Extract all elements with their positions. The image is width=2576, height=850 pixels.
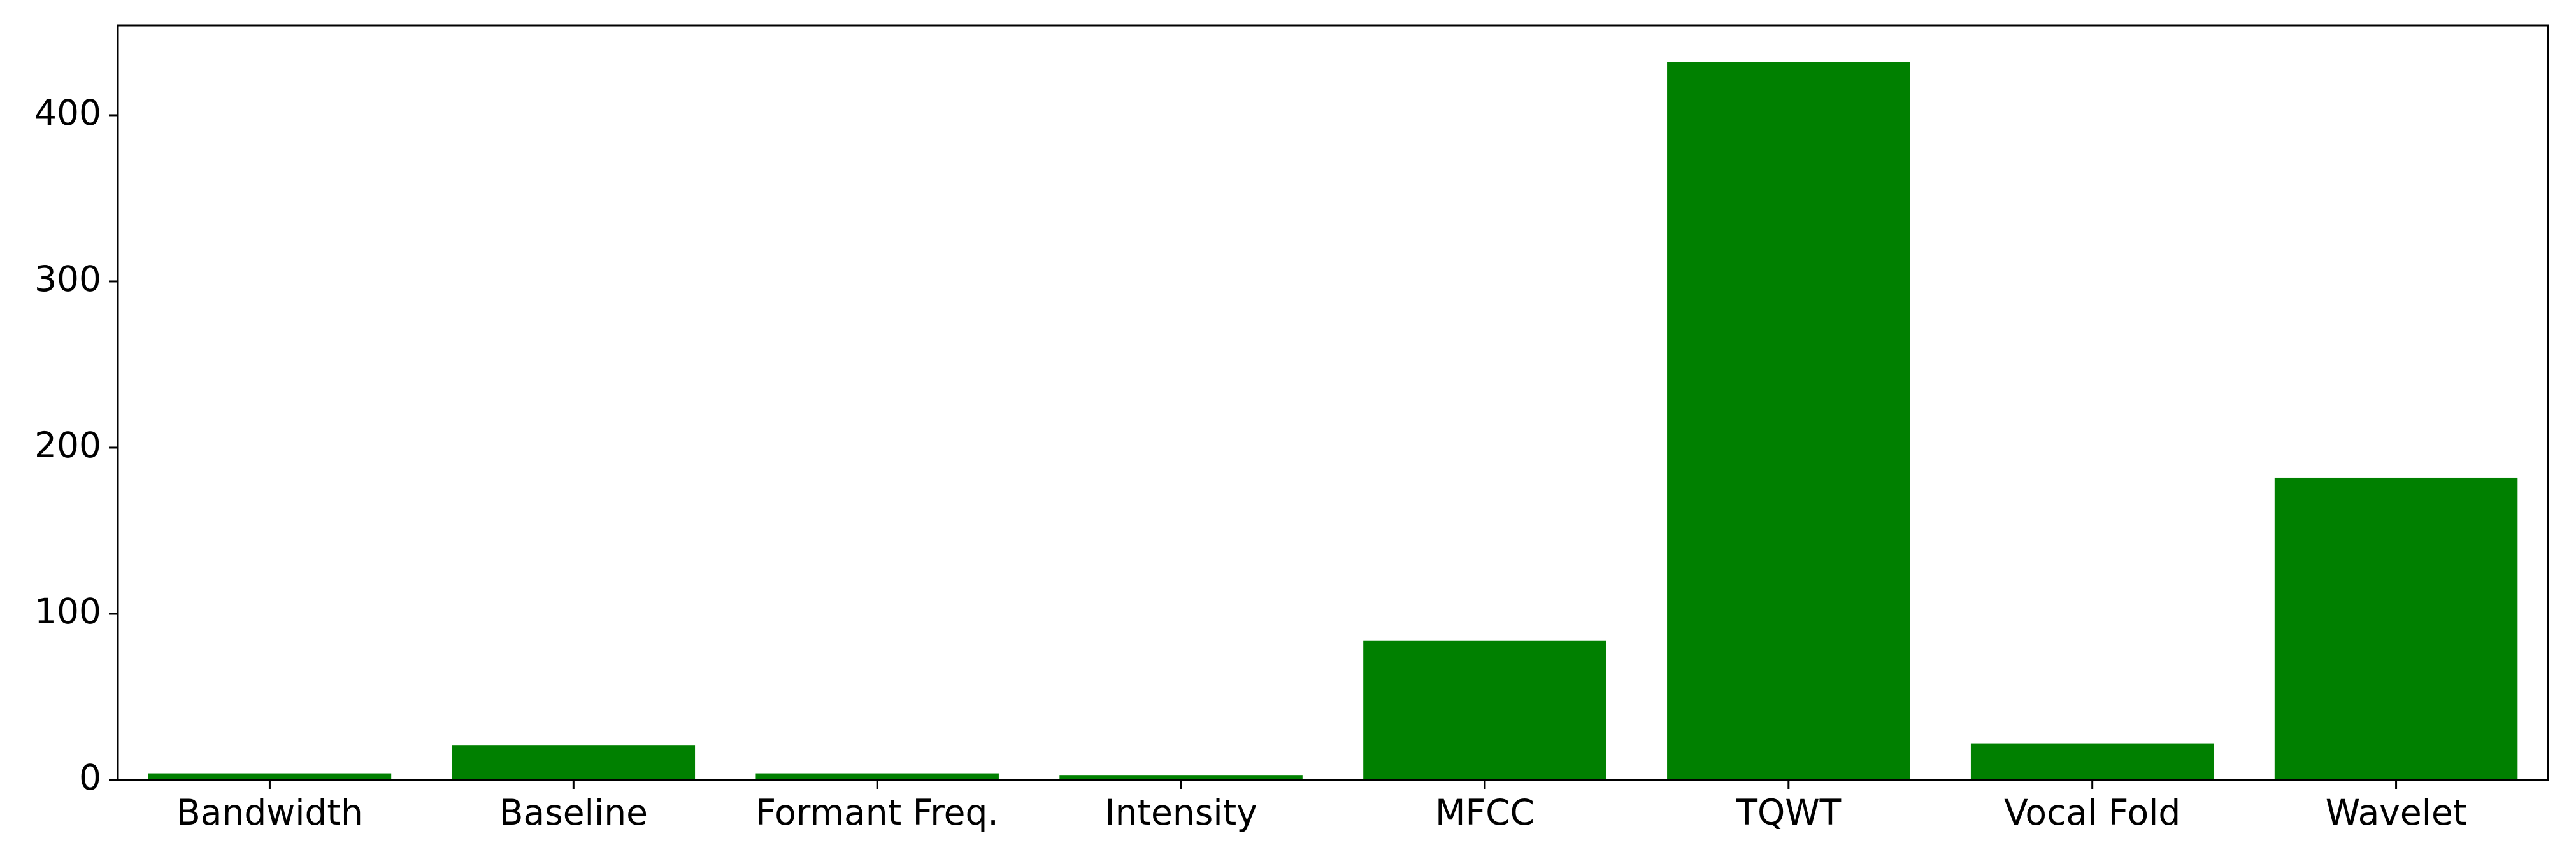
y-tick-label: 200 (34, 425, 101, 465)
x-tick-label: Vocal Fold (2004, 792, 2180, 833)
bar (1971, 744, 2214, 780)
chart-background (0, 0, 2576, 850)
bar (755, 774, 999, 780)
bar (1667, 62, 1910, 780)
bar (452, 745, 696, 780)
x-tick-label: Formant Freq. (755, 792, 998, 833)
y-tick-label: 0 (79, 757, 101, 798)
bar (1363, 641, 1606, 780)
bar (148, 774, 392, 780)
x-tick-label: Wavelet (2326, 792, 2467, 833)
bar-chart: 0 100 200 300 400 Bandwidth Baseline Formant Fr… (0, 0, 2576, 850)
x-tick-label: TQWT (1735, 792, 1841, 833)
y-tick-label: 400 (34, 92, 101, 133)
bar (2275, 478, 2518, 780)
x-tick-label: Intensity (1105, 792, 1257, 833)
x-tick-label: Baseline (499, 792, 648, 833)
x-tick-label: MFCC (1435, 792, 1535, 833)
y-tick-label: 300 (34, 259, 101, 299)
y-tick-label: 100 (34, 591, 101, 632)
x-tick-label: Bandwidth (176, 792, 363, 833)
